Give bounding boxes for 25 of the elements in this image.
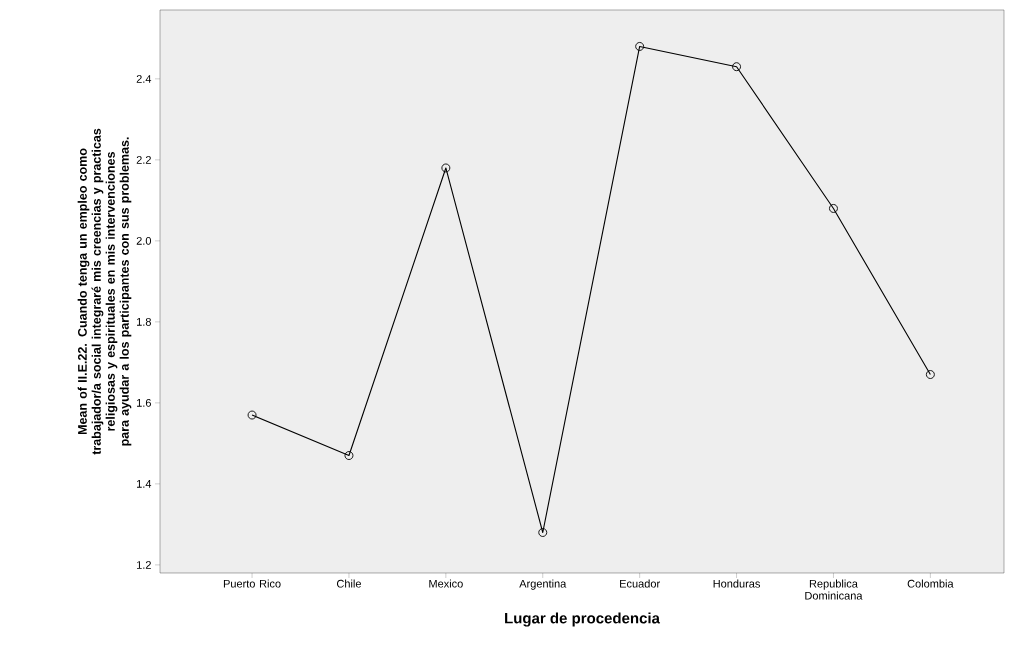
y-axis-title: Mean of II.E.22. Cuando tenga un empleo como trabajador/a social integraré mis creencias y practicas religiosas y espirituales en mis intervenciones para ayudar a los participantes con sus problemas.: [77, 128, 132, 455]
x-tick-label: Chile: [336, 579, 361, 588]
x-tick-label: Ecuador: [620, 579, 660, 588]
x-tick-label: Republica Dominicana: [805, 579, 863, 600]
point: [635, 42, 645, 51]
x-tick-label: Argentina: [519, 579, 567, 590]
y-tick-label: 2.2: [136, 156, 151, 164]
y-tick-label: 1.8: [137, 317, 151, 326]
y-tick-label: 1.2: [137, 561, 151, 569]
point: [247, 410, 257, 420]
point: [925, 370, 935, 379]
x-tick-label: Mexico: [429, 579, 463, 588]
x-tick-label: Colombia: [907, 579, 954, 588]
y-tick-label: 1.6: [137, 399, 151, 407]
y-tick-label: 2.0: [136, 236, 152, 245]
x-axis-title: Lugar de procedencia: [505, 612, 661, 627]
y-tick-label: 2.4: [136, 75, 152, 83]
x-tick-label: Puerto Rico: [223, 579, 281, 588]
point: [829, 204, 838, 213]
point: [538, 528, 548, 537]
point: [344, 451, 354, 460]
point: [441, 163, 451, 173]
y-tick-label: 1.4: [137, 480, 152, 488]
point: [732, 62, 742, 72]
x-tick-label: Honduras: [713, 579, 760, 588]
